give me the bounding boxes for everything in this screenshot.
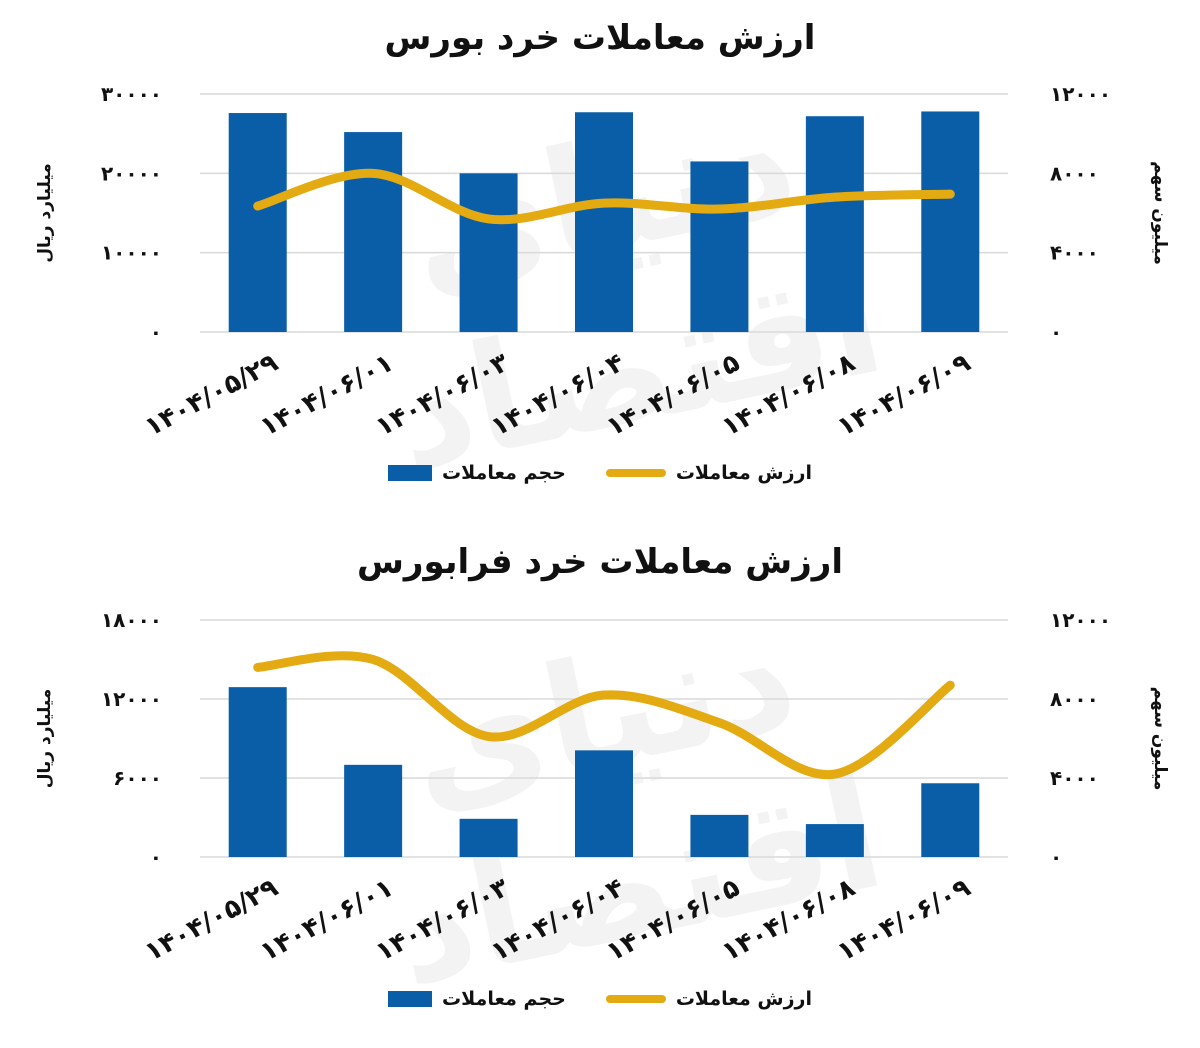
bar	[805, 116, 864, 332]
bar	[459, 173, 518, 332]
line-point	[372, 172, 374, 174]
legend-item-volume: حجم معاملات	[388, 988, 566, 1010]
bar	[575, 112, 633, 332]
line-point	[488, 218, 490, 220]
legend: ارزش معاملات حجم معاملات	[0, 462, 1200, 484]
x-tick-label: ۱۴۰۴/۰۶/۰۹	[833, 873, 976, 968]
x-tick-label: ۱۴۰۴/۰۶/۰۹	[833, 348, 976, 443]
bar	[805, 824, 864, 857]
y-right-tick-label: ۱۲۰۰۰	[1050, 82, 1111, 106]
legend-swatch-bar	[388, 991, 433, 1007]
legend-item-value: ارزش معاملات	[605, 988, 812, 1010]
legend-label-value: ارزش معاملات	[675, 462, 812, 484]
y-right-tick-label: ۴۰۰۰	[1050, 241, 1099, 265]
legend-swatch-line	[605, 995, 666, 1003]
bar	[344, 764, 403, 857]
y-left-tick-label: ۱۰۰۰۰	[101, 241, 162, 265]
legend-label-value: ارزش معاملات	[675, 988, 812, 1010]
line-point	[257, 205, 259, 207]
line-point	[949, 684, 951, 686]
bar	[228, 113, 287, 332]
retail-trading-bourse-chart: دنیای اقتصاد ارزش معاملات خرد بورس ۰۱۰۰۰…	[0, 0, 1200, 515]
y-right-tick-label: ۸۰۰۰	[1050, 687, 1099, 711]
y-left-axis-title: میلیارد ریال	[35, 689, 55, 788]
line-point	[603, 694, 605, 696]
chart-title: ارزش معاملات خرد بورس	[384, 18, 816, 58]
retail-trading-farabourse-chart: دنیای اقتصاد ارزش معاملات خرد فرابورس ۰۶…	[0, 520, 1200, 1035]
line-point	[488, 736, 490, 738]
y-left-tick-label: ۱۸۰۰۰	[101, 608, 162, 632]
legend-swatch-bar	[388, 465, 433, 481]
legend-swatch-line	[605, 469, 666, 477]
chart-title: ارزش معاملات خرد فرابورس	[356, 542, 843, 582]
y-left-tick-label: ۱۲۰۰۰	[101, 687, 162, 711]
plot-area: ۰ ۶۰۰۰ ۱۲۰۰۰ ۱۸۰۰۰ ۰ ۴۰۰۰ ۸۰۰۰ ۱۲۰۰۰ میلیارد ریا…	[35, 608, 1170, 968]
line-point	[834, 773, 836, 775]
bar	[344, 132, 403, 332]
line-point	[834, 196, 836, 198]
y-left-tick-label: ۰	[150, 320, 162, 344]
y-left-tick-label: ۶۰۰۰	[113, 766, 162, 790]
legend: ارزش معاملات حجم معاملات	[0, 988, 1200, 1010]
line-point	[257, 666, 259, 668]
bar	[575, 750, 633, 857]
y-left-axis-title: میلیارد ریال	[35, 163, 55, 262]
bar	[459, 818, 518, 857]
y-right-tick-label: ۴۰۰۰	[1050, 766, 1099, 790]
bar	[921, 783, 980, 857]
legend-item-value: ارزش معاملات	[605, 462, 812, 484]
line-point	[372, 659, 374, 660]
y-right-tick-label: ۰	[1050, 845, 1062, 869]
line-point	[603, 202, 605, 204]
line-point	[949, 193, 951, 195]
legend-label-volume: حجم معاملات	[442, 988, 566, 1010]
y-right-tick-label: ۸۰۰۰	[1050, 161, 1099, 185]
line-point	[718, 208, 720, 210]
y-left-tick-label: ۳۰۰۰۰	[101, 82, 162, 106]
legend-label-volume: حجم معاملات	[442, 462, 566, 484]
bar	[228, 687, 287, 857]
bar	[690, 814, 749, 857]
plot-area: ۰ ۱۰۰۰۰ ۲۰۰۰۰ ۳۰۰۰۰ ۰ ۴۰۰۰ ۸۰۰۰ ۱۲۰۰۰ میلیارد ری…	[35, 82, 1170, 443]
bar	[690, 161, 749, 332]
y-right-axis-title: میلیون سهم	[1150, 161, 1170, 265]
y-right-tick-label: ۰	[1050, 320, 1062, 344]
legend-item-volume: حجم معاملات	[388, 462, 566, 484]
bar	[921, 111, 980, 332]
y-left-tick-label: ۰	[150, 845, 162, 869]
y-right-axis-title: میلیون سهم	[1150, 687, 1170, 791]
line-point	[718, 722, 720, 724]
y-left-tick-label: ۲۰۰۰۰	[101, 161, 162, 185]
y-right-tick-label: ۱۲۰۰۰	[1050, 608, 1111, 632]
